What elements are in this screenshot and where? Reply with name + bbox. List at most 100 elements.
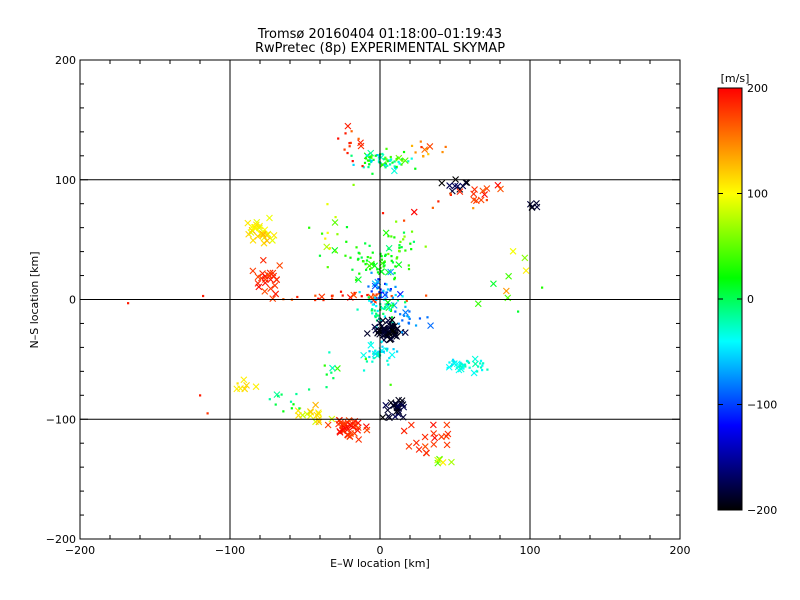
data-point — [459, 361, 462, 364]
data-point — [308, 226, 311, 229]
data-point — [273, 391, 281, 398]
data-point — [443, 441, 451, 449]
data-point — [320, 232, 324, 235]
data-point — [375, 327, 383, 334]
data-point — [268, 398, 271, 401]
data-point — [330, 297, 334, 300]
data-point — [384, 282, 387, 286]
data-point — [454, 182, 462, 190]
data-point — [421, 443, 429, 450]
data-point — [395, 408, 403, 415]
data-point — [328, 247, 332, 250]
data-point — [374, 315, 377, 319]
data-point — [459, 362, 462, 366]
data-point — [371, 308, 374, 311]
data-point — [394, 285, 397, 288]
data-point — [365, 154, 369, 157]
data-point — [261, 226, 269, 234]
data-point — [463, 363, 467, 366]
data-point — [384, 253, 387, 256]
data-point — [402, 309, 409, 316]
data-point — [318, 254, 322, 257]
data-point — [259, 230, 267, 238]
data-point — [376, 268, 379, 271]
data-point — [295, 392, 298, 396]
data-point — [379, 319, 383, 322]
data-point — [348, 142, 351, 145]
data-point — [407, 160, 410, 163]
data-point — [386, 359, 389, 362]
x-tick-label: −200 — [65, 544, 95, 557]
data-point — [375, 304, 378, 308]
data-point — [363, 426, 371, 434]
data-point — [367, 285, 370, 288]
data-point — [360, 256, 363, 259]
data-point — [382, 312, 385, 315]
data-point — [296, 295, 299, 299]
data-point — [241, 385, 249, 393]
data-point — [451, 182, 459, 190]
colorbar-tick-label: −100 — [747, 399, 777, 412]
data-point — [446, 366, 449, 370]
data-point — [398, 246, 401, 249]
data-point — [345, 240, 348, 243]
data-point — [386, 347, 389, 350]
data-point — [266, 272, 273, 280]
x-tick-label: 0 — [377, 544, 384, 557]
data-point — [392, 348, 395, 351]
data-point — [389, 155, 392, 159]
data-point — [392, 304, 395, 307]
data-point — [378, 292, 381, 295]
data-point — [517, 310, 520, 313]
data-point — [264, 271, 272, 279]
data-point — [382, 261, 385, 264]
data-point — [252, 221, 260, 229]
data-point — [376, 271, 380, 274]
data-point — [370, 271, 373, 274]
data-point — [371, 172, 374, 175]
data-point — [344, 132, 347, 135]
data-point — [509, 247, 517, 255]
data-point — [390, 255, 393, 258]
data-point — [421, 433, 429, 441]
data-point — [439, 459, 447, 466]
x-tick-label: −100 — [215, 544, 245, 557]
data-point — [364, 357, 367, 361]
data-point — [274, 403, 277, 406]
data-point — [396, 299, 400, 302]
data-point — [391, 161, 394, 164]
data-point — [463, 179, 471, 186]
data-point — [471, 355, 479, 363]
data-point — [386, 160, 389, 163]
data-point — [273, 276, 281, 284]
data-point — [295, 412, 302, 419]
data-point — [394, 265, 397, 268]
data-point — [398, 397, 406, 405]
data-point — [368, 159, 372, 162]
data-point — [381, 307, 384, 310]
data-point — [396, 350, 399, 353]
data-point — [522, 267, 530, 275]
data-point — [323, 243, 331, 251]
data-point — [449, 365, 453, 368]
data-point — [382, 265, 385, 268]
data-point — [482, 362, 485, 365]
data-point — [378, 291, 381, 294]
data-point — [254, 273, 262, 281]
data-point — [331, 294, 334, 297]
data-point — [521, 254, 529, 262]
data-point — [384, 317, 392, 324]
data-point — [371, 282, 379, 290]
y-tick-label: 100 — [55, 174, 76, 187]
data-point — [357, 139, 364, 147]
data-point — [350, 291, 358, 299]
data-point — [371, 251, 374, 254]
data-point — [412, 240, 416, 243]
data-point — [381, 212, 385, 215]
data-point — [373, 309, 376, 312]
data-point — [402, 238, 405, 241]
data-point — [367, 296, 370, 299]
data-point — [441, 150, 444, 154]
data-point — [365, 360, 369, 363]
data-point — [403, 235, 406, 238]
